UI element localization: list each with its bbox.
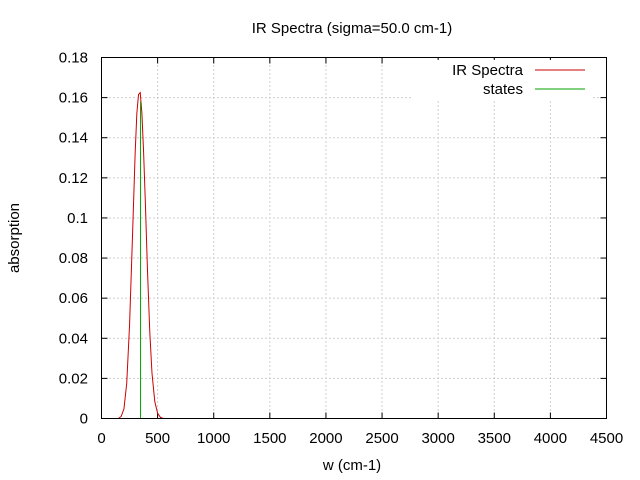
x-tick-label: 500: [145, 430, 170, 447]
y-tick-label: 0.04: [59, 330, 88, 347]
legend-label-states: states: [483, 81, 523, 98]
chart-title: IR Spectra (sigma=50.0 cm-1): [252, 20, 453, 37]
y-tick-label: 0.14: [59, 130, 88, 147]
y-tick-labels: 0 0.02 0.04 0.06 0.08 0.1 0.12 0.14 0.16 0.18: [59, 50, 88, 428]
y-tick-label: 0.06: [59, 290, 88, 307]
y-tick-label: 0.16: [59, 90, 88, 107]
ir-spectra-line: [118, 91, 164, 419]
y-tick-label: 0.1: [67, 210, 88, 227]
legend: IR Spectra states: [412, 60, 592, 100]
x-tick-labels: 0 500 1000 1500 2000 2500 3000 3500 4000 4500: [97, 430, 623, 447]
legend-label-ir-spectra: IR Spectra: [452, 62, 524, 79]
x-tick-label: 2500: [365, 430, 398, 447]
x-tick-label: 3000: [421, 430, 454, 447]
y-tick-label: 0.02: [59, 370, 88, 387]
x-tick-label: 2000: [309, 430, 342, 447]
series: [118, 91, 164, 419]
x-tick-label: 3500: [478, 430, 511, 447]
plot-frame: [101, 57, 607, 419]
y-tick-label: 0: [80, 411, 88, 428]
x-tick-label: 0: [97, 430, 105, 447]
x-tick-label: 1500: [253, 430, 286, 447]
legend-background: [412, 60, 592, 100]
x-tick-label: 4500: [590, 430, 623, 447]
x-tick-label: 1000: [197, 430, 230, 447]
y-axis-label: absorption: [6, 203, 23, 273]
x-tick-label: 4000: [534, 430, 567, 447]
y-tick-label: 0.12: [59, 170, 88, 187]
y-tick-label: 0.18: [59, 50, 88, 67]
x-axis-label: w (cm-1): [322, 457, 381, 474]
y-tick-label: 0.08: [59, 250, 88, 267]
grid: [101, 57, 607, 419]
